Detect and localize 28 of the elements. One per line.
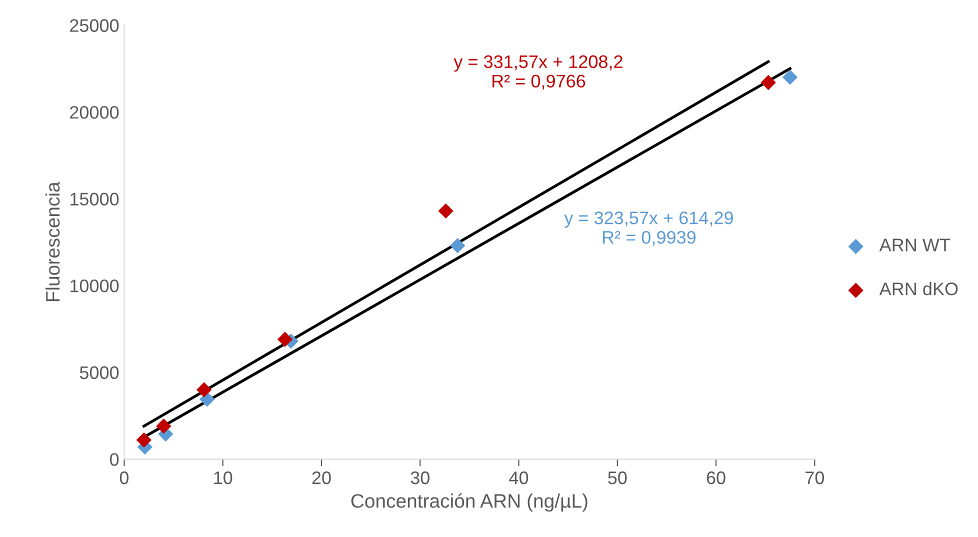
- x-tick-label: 70: [806, 471, 824, 484]
- x-tick-label: 50: [608, 471, 627, 484]
- annotation: y = 331,57x + 1208,2 R² = 0,9766: [454, 55, 622, 90]
- y-tick-label: 5000: [80, 366, 119, 380]
- point: [196, 382, 212, 398]
- point: [136, 432, 152, 448]
- point: [438, 203, 454, 219]
- legend-label: ARN dKO: [879, 282, 958, 296]
- point: [760, 74, 776, 90]
- legend-label: ARN WT: [879, 238, 950, 252]
- annotation: y = 323,57x + 614,29 R² = 0,9939: [564, 212, 733, 246]
- x-tick-label: 40: [509, 471, 528, 484]
- point: [782, 70, 798, 85]
- y-axis-title: Fluorescencia: [45, 182, 60, 302]
- x-tick-label: 30: [410, 471, 430, 484]
- point: [450, 238, 466, 254]
- point: [156, 418, 172, 434]
- x-tick-label: 10: [214, 471, 232, 484]
- y-tick-label: 10000: [70, 280, 119, 292]
- point: [277, 332, 293, 347]
- x-tick-label: 0: [120, 471, 129, 484]
- x-tick-label: 60: [706, 471, 726, 484]
- y-tick-label: 15000: [70, 192, 119, 206]
- x-axis-title: Concentración ARN (ng/µL): [351, 493, 588, 512]
- y-tick-label: 20000: [70, 106, 119, 119]
- y-tick-label: 0: [110, 453, 119, 466]
- y-tick-label: 25000: [70, 19, 119, 32]
- x-tick-label: 20: [312, 471, 331, 484]
